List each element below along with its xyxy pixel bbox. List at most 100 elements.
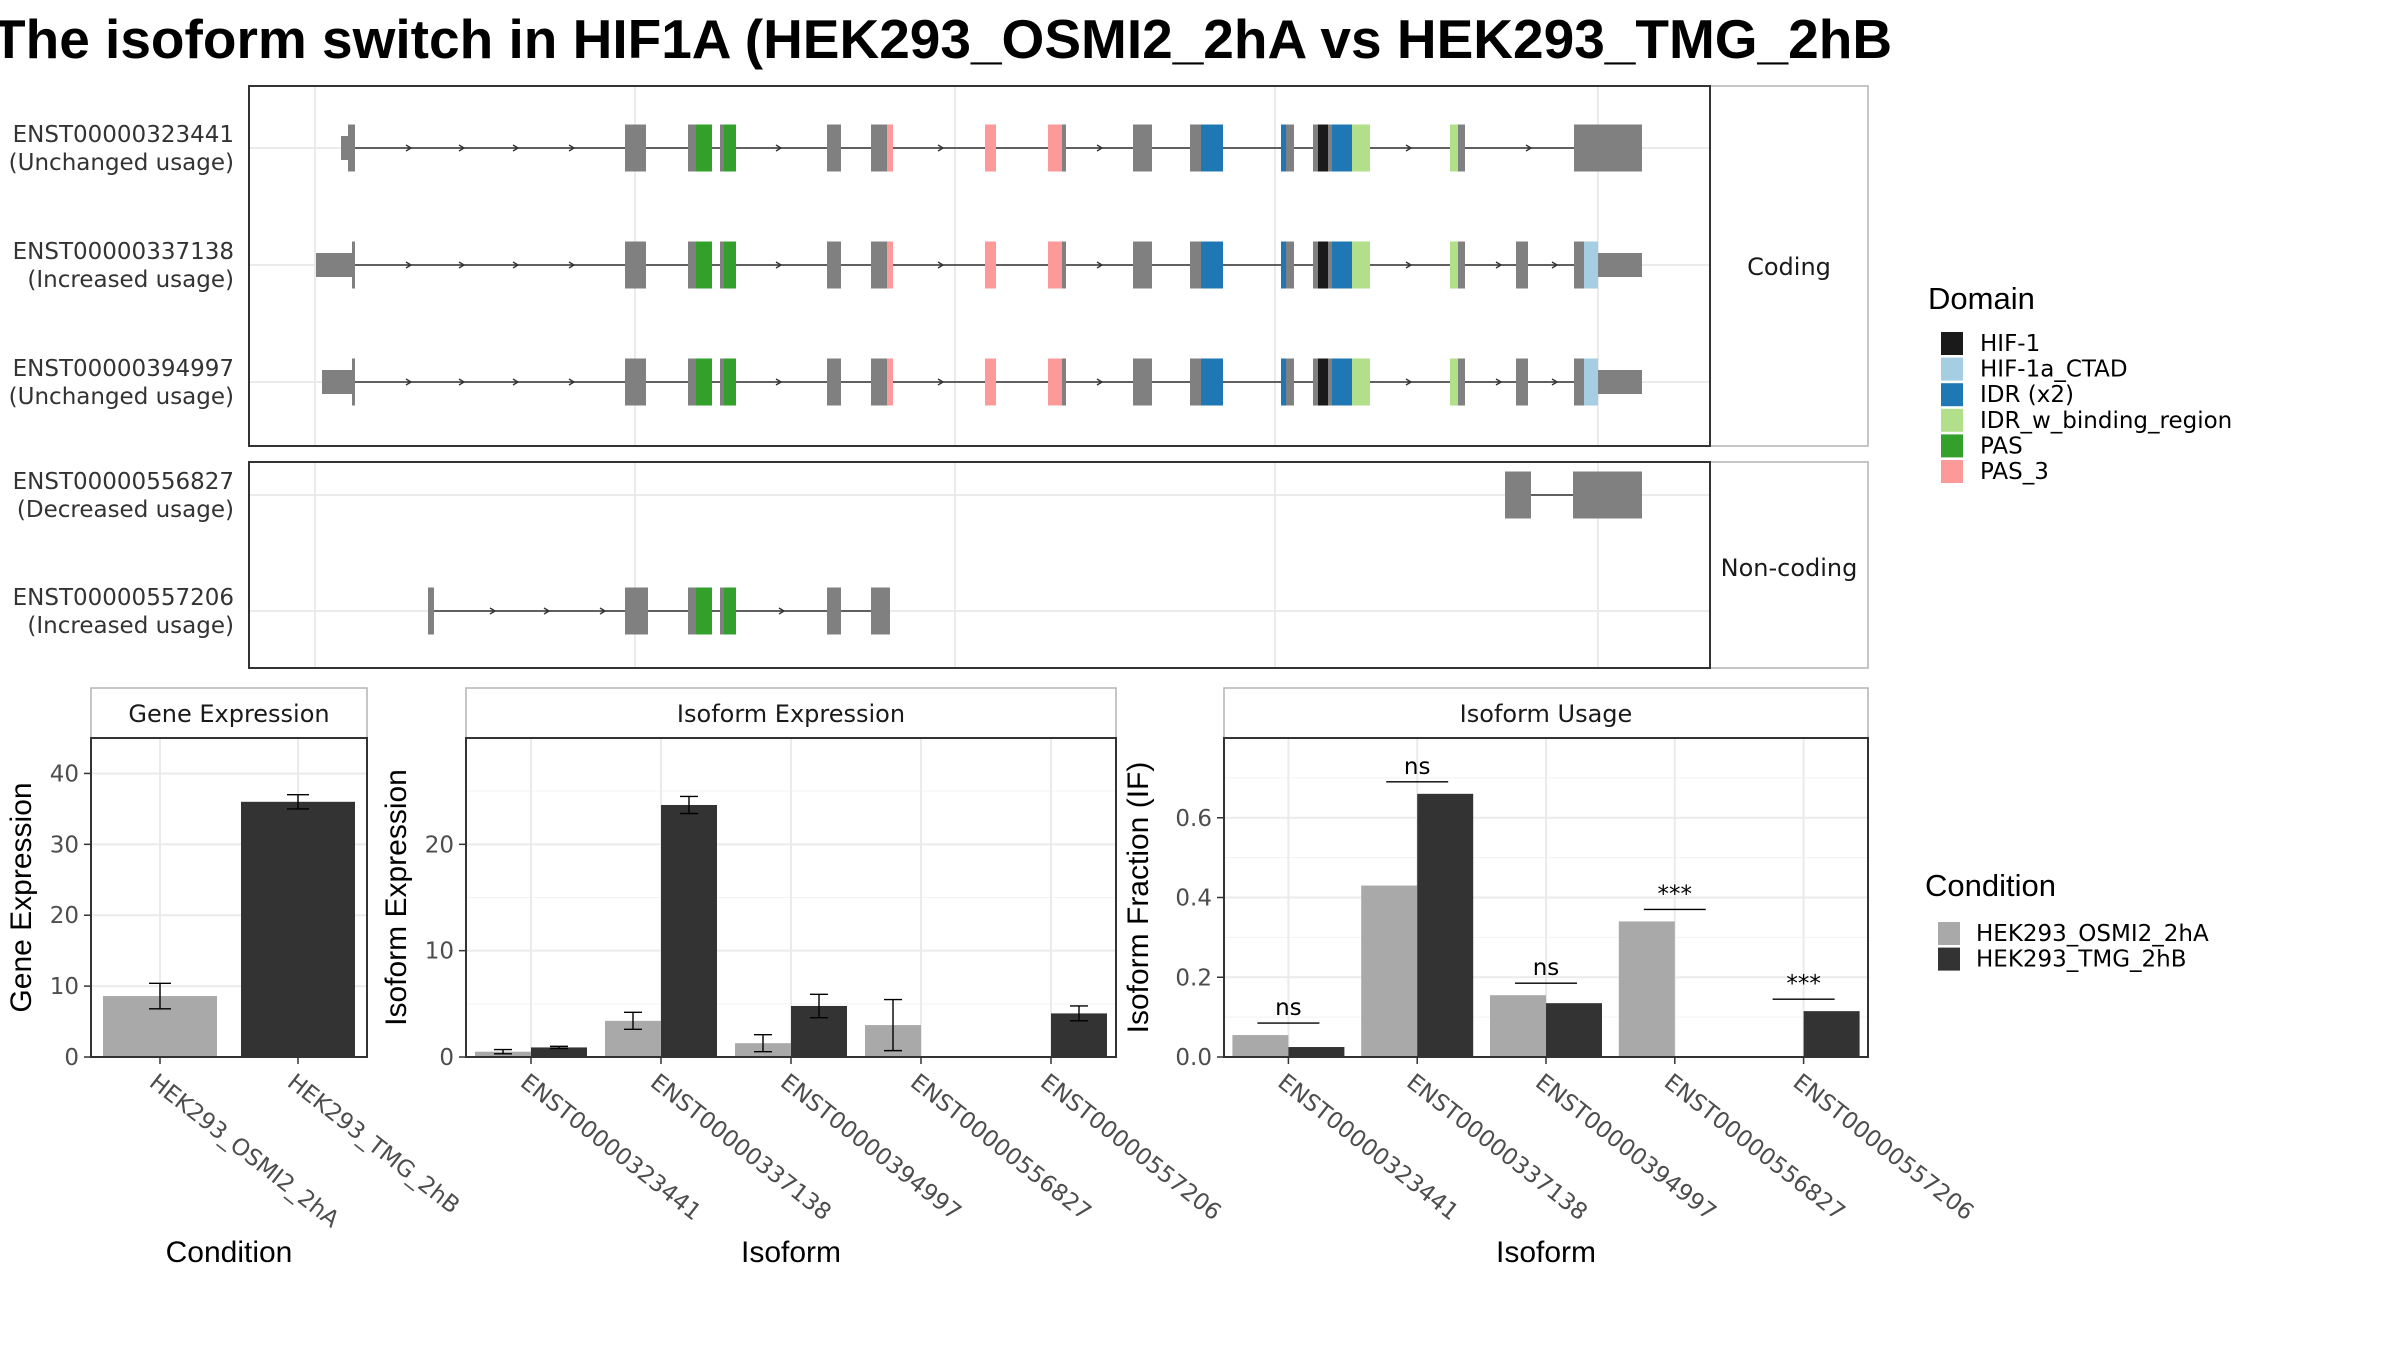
exon — [871, 358, 887, 406]
intron-direction-arrow — [568, 261, 576, 269]
exon — [640, 587, 648, 635]
exon — [688, 358, 696, 406]
domain-segment — [1450, 358, 1458, 406]
error-bar — [1070, 1005, 1088, 1022]
domain-segment — [985, 358, 996, 406]
isoform-usage-label: (Decreased usage) — [17, 497, 234, 523]
exon — [827, 241, 841, 289]
isoform-id-label: ENST00000556827 — [13, 469, 234, 495]
intron-direction-arrow — [599, 607, 607, 615]
exon — [1328, 358, 1332, 406]
exon — [1133, 241, 1152, 289]
bar — [1288, 1047, 1345, 1057]
significance-label: *** — [1786, 971, 1821, 997]
condition-legend-label: HEK293_TMG_2hB — [1976, 947, 2187, 973]
bar — [1417, 793, 1474, 1057]
x-axis-title: Isoform — [1496, 1236, 1596, 1269]
domain-segment — [696, 124, 712, 172]
intron-direction-arrow — [512, 261, 520, 269]
y-tick-label: 0.6 — [1175, 806, 1212, 832]
domain-segment — [724, 358, 736, 406]
exon — [1458, 241, 1465, 289]
intron-direction-arrow — [512, 144, 520, 152]
isoform-expression-chart: Isoform Expression01020ENST00000323441EN… — [380, 687, 1226, 1269]
intron-direction-arrow — [937, 144, 945, 152]
exon — [1062, 241, 1066, 289]
domain-segment — [1201, 124, 1223, 172]
domain-legend-label: HIF-1 — [1980, 331, 2040, 357]
intron-direction-arrow — [568, 378, 576, 386]
intron-direction-arrow — [1525, 144, 1533, 152]
exon — [1190, 124, 1201, 172]
error-bar — [810, 993, 828, 1019]
domain-segment — [1318, 124, 1328, 172]
error-bar — [550, 1045, 568, 1050]
domain-segment — [1281, 241, 1286, 289]
exon — [625, 124, 646, 172]
y-tick-label: 20 — [50, 903, 79, 929]
exon — [1190, 358, 1201, 406]
exon — [1062, 124, 1066, 172]
exon — [1505, 471, 1531, 519]
isoform-usage-chart: Isoform Usagensnsns******0.00.20.40.6ENS… — [1122, 687, 1978, 1269]
intron-direction-arrow — [405, 378, 413, 386]
exon — [322, 370, 352, 394]
intron-direction-arrow — [1096, 261, 1104, 269]
intron-direction-arrow — [458, 144, 466, 152]
domain-segment — [1201, 358, 1223, 406]
intron-direction-arrow — [512, 378, 520, 386]
noncoding-strip-label: Non-coding — [1721, 554, 1858, 582]
significance-label: ns — [1275, 995, 1302, 1021]
intron-direction-arrow — [543, 607, 551, 615]
bar — [241, 801, 355, 1057]
exon — [625, 587, 640, 635]
exon — [1313, 241, 1318, 289]
domain-segment — [1281, 358, 1286, 406]
domain-segment — [1201, 241, 1223, 289]
exon — [1574, 358, 1584, 406]
noncoding-strip — [1709, 461, 1869, 669]
y-axis-title: Isoform Expression — [380, 769, 413, 1026]
significance-label: ns — [1533, 955, 1560, 981]
intron-direction-arrow — [405, 261, 413, 269]
isoform-usage-label: (Increased usage) — [27, 613, 234, 639]
intron-direction-arrow — [1096, 144, 1104, 152]
intron-direction-arrow — [937, 378, 945, 386]
error-bar — [287, 794, 309, 810]
panel-title: Isoform Usage — [1460, 700, 1633, 728]
exon — [428, 587, 434, 635]
intron-direction-arrow — [458, 378, 466, 386]
exon — [871, 241, 887, 289]
exon — [1573, 471, 1642, 519]
coding-strip — [1709, 85, 1869, 447]
bar — [1361, 885, 1418, 1057]
domain-segment — [1332, 358, 1352, 406]
condition-legend-swatch — [1938, 922, 1960, 945]
figure-title: The isoform switch in HIF1A (HEK293_OSMI… — [0, 8, 1892, 70]
exon — [871, 124, 887, 172]
exon — [1576, 124, 1642, 172]
intron-direction-arrow — [775, 261, 783, 269]
domain-segment — [724, 124, 736, 172]
transcript-ENST00000337138 — [316, 241, 1642, 289]
panel-strip — [1223, 687, 1869, 739]
exon — [1286, 241, 1294, 289]
condition-legend-swatch — [1938, 947, 1960, 971]
exon — [1458, 124, 1465, 172]
exon — [625, 241, 646, 289]
bar — [1232, 1035, 1289, 1057]
transcript-ENST00000557206 — [428, 587, 890, 635]
intron-direction-arrow — [775, 144, 783, 152]
intron-direction-arrow — [489, 607, 497, 615]
intron-direction-arrow — [937, 261, 945, 269]
exon — [720, 587, 724, 635]
error-bar — [494, 1048, 512, 1055]
exon — [352, 241, 355, 289]
intron-direction-arrow — [458, 261, 466, 269]
condition-legend-label: HEK293_OSMI2_2hA — [1976, 921, 2209, 947]
condition-legend-title: Condition — [1925, 868, 2056, 903]
intron-direction-arrow — [1405, 378, 1413, 386]
intron-direction-arrow — [1551, 261, 1559, 269]
